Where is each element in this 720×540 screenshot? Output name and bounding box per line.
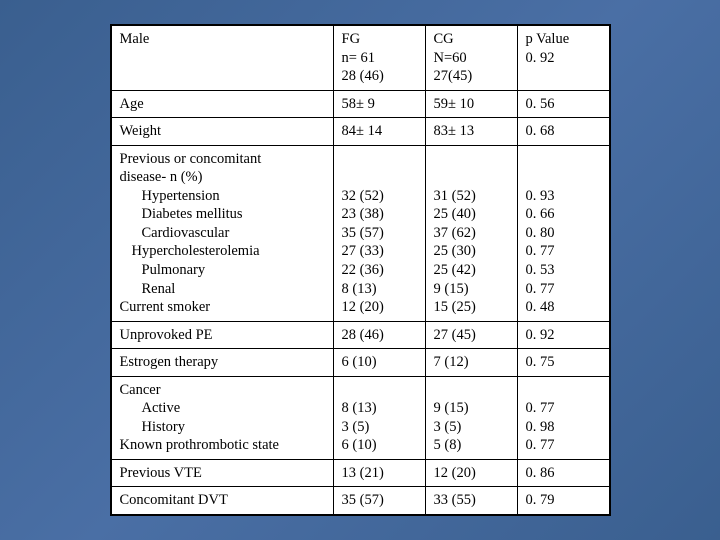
history-cg: 3 (5)	[434, 418, 507, 437]
cell-cg: 31 (52) 25 (40) 37 (62) 25 (30) 25 (42) …	[425, 145, 517, 321]
male-cg: 27(45)	[434, 67, 507, 86]
cell-p: 0. 68	[517, 118, 609, 146]
table-row-cancer: Cancer Active History Known prothromboti…	[111, 376, 609, 459]
cell-fg: 58± 9	[333, 90, 425, 118]
cell-p: 0. 92	[517, 321, 609, 349]
table-row: Age 58± 9 59± 10 0. 56	[111, 90, 609, 118]
cell-p: 0. 56	[517, 90, 609, 118]
row-label: Unprovoked PE	[111, 321, 333, 349]
cell-p: 0. 86	[517, 459, 609, 487]
col-header-cg: CG N=60 27(45)	[425, 25, 517, 90]
renal-p: 0. 77	[526, 280, 599, 299]
known-p: 0. 77	[526, 436, 599, 455]
cg-n: N=60	[434, 49, 507, 68]
table-row: Estrogen therapy 6 (10) 7 (12) 0. 75	[111, 349, 609, 377]
demographics-table: Male FG n= 61 28 (46) CG N=60 27(45) p V…	[111, 25, 610, 515]
renal-fg: 8 (13)	[342, 280, 415, 299]
table-row: Concomitant DVT 35 (57) 33 (55) 0. 79	[111, 487, 609, 515]
dm-p: 0. 66	[526, 205, 599, 224]
cell-fg: 28 (46)	[333, 321, 425, 349]
pulm-fg: 22 (36)	[342, 261, 415, 280]
smoker-fg: 12 (20)	[342, 298, 415, 317]
sub-dm: Diabetes mellitus	[120, 205, 323, 224]
smoker-label: Current smoker	[120, 298, 323, 317]
cell-p: 0. 77 0. 98 0. 77	[517, 376, 609, 459]
dm-cg: 25 (40)	[434, 205, 507, 224]
fg-n: n= 61	[342, 49, 415, 68]
pulm-cg: 25 (42)	[434, 261, 507, 280]
renal-cg: 9 (15)	[434, 280, 507, 299]
htn-p: 0. 93	[526, 187, 599, 206]
known-fg: 6 (10)	[342, 436, 415, 455]
cancer-active: Active	[120, 399, 323, 418]
demographics-table-container: Male FG n= 61 28 (46) CG N=60 27(45) p V…	[110, 24, 611, 516]
smoker-cg: 15 (25)	[434, 298, 507, 317]
htn-fg: 32 (52)	[342, 187, 415, 206]
active-p: 0. 77	[526, 399, 599, 418]
cell-fg: 84± 14	[333, 118, 425, 146]
p-title: p Value	[526, 30, 599, 49]
col-header-p: p Value 0. 92	[517, 25, 609, 90]
sub-cv: Cardiovascular	[120, 224, 323, 243]
htn-cg: 31 (52)	[434, 187, 507, 206]
history-fg: 3 (5)	[342, 418, 415, 437]
male-p: 0. 92	[526, 49, 599, 68]
cancer-label: Cancer	[120, 381, 323, 400]
table-row: Unprovoked PE 28 (46) 27 (45) 0. 92	[111, 321, 609, 349]
cell-cg: 7 (12)	[425, 349, 517, 377]
cell-p: 0. 93 0. 66 0. 80 0. 77 0. 53 0. 77 0. 4…	[517, 145, 609, 321]
chol-fg: 27 (33)	[342, 242, 415, 261]
cv-fg: 35 (57)	[342, 224, 415, 243]
male-fg: 28 (46)	[342, 67, 415, 86]
sub-chol: Hypercholesterolemia	[120, 242, 323, 261]
cancer-history: History	[120, 418, 323, 437]
row-label: Male	[111, 25, 333, 90]
cell-fg: 35 (57)	[333, 487, 425, 515]
row-label: Weight	[111, 118, 333, 146]
table-row-prev-disease: Previous or concomitant disease- n (%) H…	[111, 145, 609, 321]
cell-cg: 33 (55)	[425, 487, 517, 515]
sub-htn: Hypertension	[120, 187, 323, 206]
known-prothrombotic: Known prothrombotic state	[120, 436, 323, 455]
cell-cg: 12 (20)	[425, 459, 517, 487]
cell-cg: 9 (15) 3 (5) 5 (8)	[425, 376, 517, 459]
cell-p: 0. 79	[517, 487, 609, 515]
row-label: Previous VTE	[111, 459, 333, 487]
row-label: Previous or concomitant disease- n (%) H…	[111, 145, 333, 321]
table-row: Weight 84± 14 83± 13 0. 68	[111, 118, 609, 146]
cell-cg: 27 (45)	[425, 321, 517, 349]
cell-fg: 32 (52) 23 (38) 35 (57) 27 (33) 22 (36) …	[333, 145, 425, 321]
active-fg: 8 (13)	[342, 399, 415, 418]
table-row: Previous VTE 13 (21) 12 (20) 0. 86	[111, 459, 609, 487]
cell-fg: 8 (13) 3 (5) 6 (10)	[333, 376, 425, 459]
cell-fg: 13 (21)	[333, 459, 425, 487]
table-header-row: Male FG n= 61 28 (46) CG N=60 27(45) p V…	[111, 25, 609, 90]
prev-label-l2: disease- n (%)	[120, 168, 323, 187]
sub-renal: Renal	[120, 280, 323, 299]
row-label: Cancer Active History Known prothromboti…	[111, 376, 333, 459]
pulm-p: 0. 53	[526, 261, 599, 280]
cell-cg: 83± 13	[425, 118, 517, 146]
prev-label-l1: Previous or concomitant	[120, 150, 323, 169]
smoker-p: 0. 48	[526, 298, 599, 317]
known-cg: 5 (8)	[434, 436, 507, 455]
fg-title: FG	[342, 30, 415, 49]
chol-cg: 25 (30)	[434, 242, 507, 261]
row-label: Age	[111, 90, 333, 118]
cg-title: CG	[434, 30, 507, 49]
chol-p: 0. 77	[526, 242, 599, 261]
dm-fg: 23 (38)	[342, 205, 415, 224]
active-cg: 9 (15)	[434, 399, 507, 418]
row-label: Estrogen therapy	[111, 349, 333, 377]
cell-p: 0. 75	[517, 349, 609, 377]
cv-cg: 37 (62)	[434, 224, 507, 243]
cv-p: 0. 80	[526, 224, 599, 243]
cell-fg: 6 (10)	[333, 349, 425, 377]
row-label: Concomitant DVT	[111, 487, 333, 515]
history-p: 0. 98	[526, 418, 599, 437]
sub-pulm: Pulmonary	[120, 261, 323, 280]
col-header-fg: FG n= 61 28 (46)	[333, 25, 425, 90]
cell-cg: 59± 10	[425, 90, 517, 118]
